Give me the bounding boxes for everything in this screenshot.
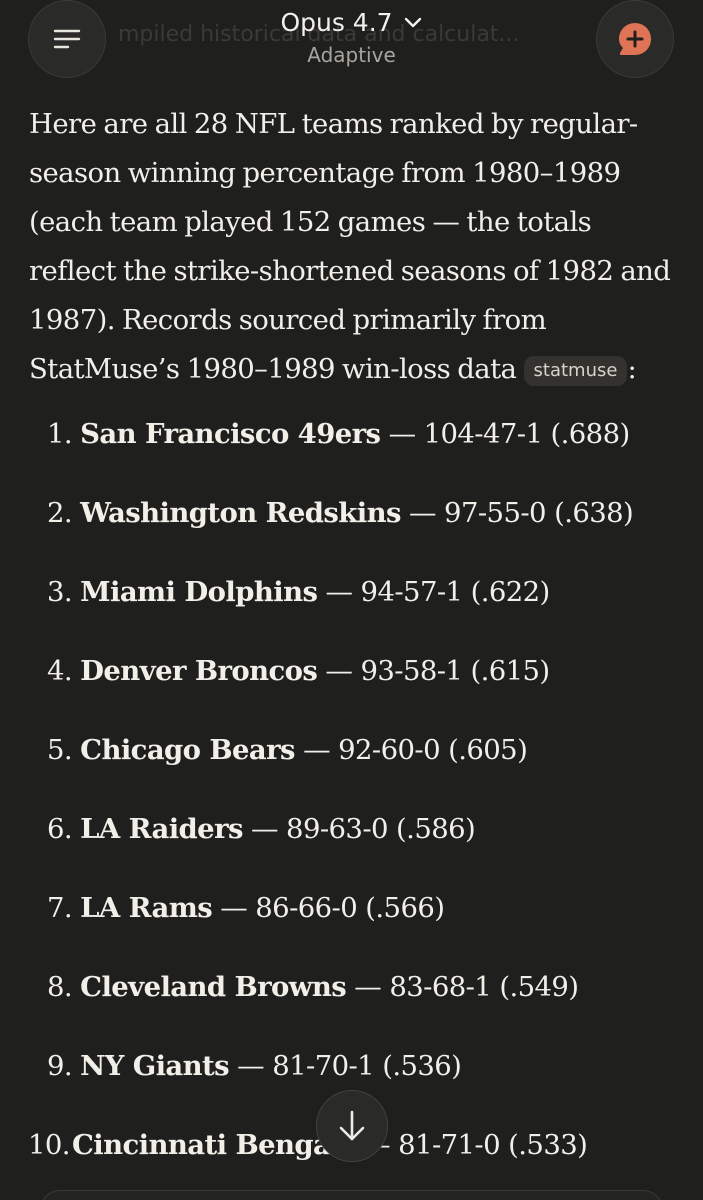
ranking-number: 1.: [46, 418, 73, 450]
conversation-title-faded: mpiled historical data and calculat...: [118, 22, 520, 47]
ranking-item: 10.Cincinnati Bengals — 81-71-0 (.533): [28, 1129, 688, 1200]
team-record: — 89-63-0 (.586): [242, 813, 476, 845]
chevron-down-icon: [404, 17, 421, 27]
new-chat-plus-icon: [619, 23, 651, 55]
scroll-to-bottom-button[interactable]: [316, 1090, 388, 1162]
menu-icon: [53, 29, 81, 49]
ranking-number: 3.: [46, 576, 73, 608]
team-record: — 81-71-0 (.533): [354, 1129, 588, 1161]
rankings-list: 1. San Francisco 49ers — 104-47-1 (.688)…: [28, 418, 688, 1200]
arrow-down-icon: [339, 1110, 365, 1141]
ranking-item: 3. Miami Dolphins — 94-57-1 (.622): [28, 576, 688, 655]
team-record: — 83-68-1 (.549): [346, 971, 579, 1003]
ranking-number: 6.: [46, 813, 73, 845]
assistant-message-intro: Here are all 28 NFL teams ranked by regu…: [29, 100, 679, 394]
ranking-number: 5.: [46, 734, 73, 766]
team-name: Washington Redskins: [80, 497, 401, 529]
team-name: NY Giants: [80, 1050, 230, 1082]
ranking-number: 2.: [46, 497, 73, 529]
ranking-item: 2. Washington Redskins — 97-55-0 (.638): [28, 497, 688, 576]
intro-text: Here are all 28 NFL teams ranked by regu…: [29, 108, 671, 385]
ranking-item: 4. Denver Broncos — 93-58-1 (.615): [28, 655, 688, 734]
new-chat-button[interactable]: [596, 0, 674, 78]
team-record: — 81-70-1 (.536): [229, 1050, 462, 1082]
ranking-item: 8. Cleveland Browns — 83-68-1 (.549): [28, 971, 688, 1050]
ranking-number: 4.: [46, 655, 73, 687]
ranking-number: 7.: [46, 892, 73, 924]
ranking-item: 1. San Francisco 49ers — 104-47-1 (.688): [28, 418, 688, 497]
ranking-item: 7. LA Rams — 86-66-0 (.566): [28, 892, 688, 971]
ranking-item: 9. NY Giants — 81-70-1 (.536): [28, 1050, 688, 1129]
menu-button[interactable]: [28, 0, 106, 78]
team-name: Cleveland Browns: [80, 971, 347, 1003]
team-record: — 104-47-1 (.688): [380, 418, 631, 450]
team-record: — 93-58-1 (.615): [317, 655, 550, 687]
team-name: Cincinnati Bengals: [72, 1129, 356, 1161]
team-name: LA Rams: [80, 892, 213, 924]
ranking-item: 6. LA Raiders — 89-63-0 (.586): [28, 813, 688, 892]
team-record: — 94-57-1 (.622): [317, 576, 551, 608]
team-name: Chicago Bears: [80, 734, 295, 766]
team-record: — 97-55-0 (.638): [400, 497, 634, 529]
intro-end: :: [627, 353, 637, 385]
team-name: Denver Broncos: [80, 655, 318, 687]
app-header: mpiled historical data and calculat... O…: [0, 0, 703, 92]
citation-chip[interactable]: statmuse: [523, 356, 628, 386]
team-name: Miami Dolphins: [80, 576, 318, 608]
team-name: San Francisco 49ers: [80, 418, 381, 450]
model-selector[interactable]: Opus 4.7 Adaptive: [200, 8, 503, 67]
message-input-bar[interactable]: [40, 1190, 663, 1200]
model-mode: Adaptive: [307, 43, 396, 67]
ranking-item: 5. Chicago Bears — 92-60-0 (.605): [28, 734, 688, 813]
team-record: — 86-66-0 (.566): [212, 892, 445, 924]
team-name: LA Raiders: [80, 813, 243, 845]
team-record: — 92-60-0 (.605): [294, 734, 528, 766]
model-name: Opus 4.7: [280, 8, 393, 37]
ranking-number: 8.: [46, 971, 73, 1003]
ranking-number: 10.: [28, 1129, 71, 1161]
ranking-number: 9.: [46, 1050, 73, 1082]
